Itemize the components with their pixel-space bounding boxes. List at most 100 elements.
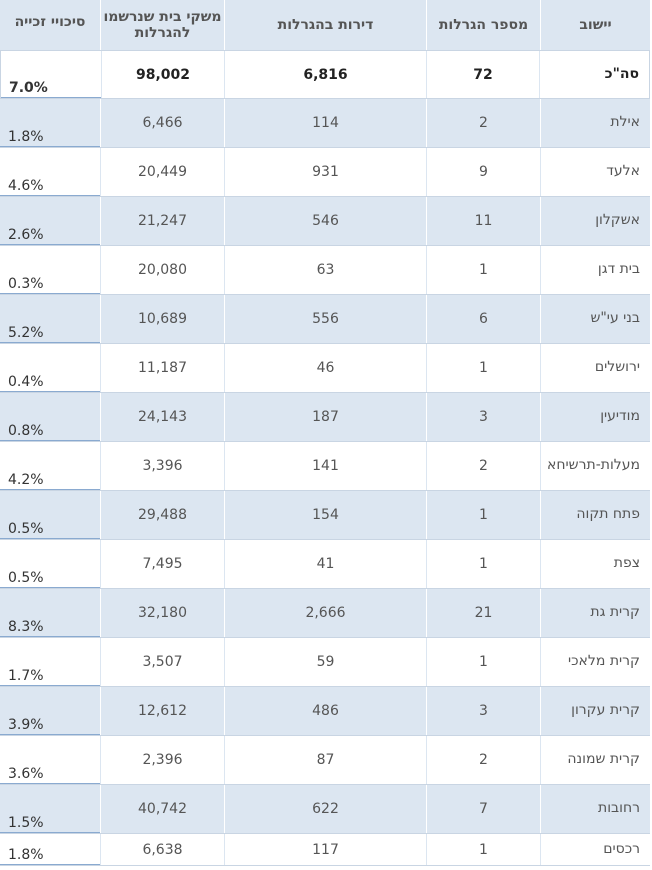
city-cell: אשקלון [540, 197, 650, 245]
chance-cell: 4.2% [0, 442, 100, 490]
apartments-cell: 46 [224, 344, 426, 392]
households-cell: 2,396 [100, 736, 224, 784]
chance-value: 0.5% [8, 521, 44, 537]
city-cell: ירושלים [540, 344, 650, 392]
lotteries-cell: 3 [426, 393, 540, 441]
city-cell: בית דגן [540, 246, 650, 294]
table-row: בית דגן 1 63 20,080 0.3% [0, 246, 650, 295]
chance-underline [0, 587, 100, 588]
chance-value: 5.2% [8, 325, 44, 341]
lotteries-cell: 1 [426, 834, 540, 865]
lotteries-cell: 6 [426, 295, 540, 343]
lotteries-cell: 7 [426, 785, 540, 833]
chance-underline [0, 244, 100, 245]
city-cell: קרית מלאכי [540, 638, 650, 686]
households-cell: 6,638 [100, 834, 224, 865]
chance-underline [0, 342, 100, 343]
table-row: פתח תקוה 1 154 29,488 0.5% [0, 491, 650, 540]
households-cell: 24,143 [100, 393, 224, 441]
chance-value: 4.2% [8, 472, 44, 488]
chance-underline [0, 734, 100, 735]
lotteries-cell: 11 [426, 197, 540, 245]
lotteries-cell: 21 [426, 589, 540, 637]
chance-value: 3.9% [8, 717, 44, 733]
chance-value: 0.5% [8, 570, 44, 586]
chance-cell: 0.4% [0, 344, 100, 392]
city-cell: קרית עקרון [540, 687, 650, 735]
table-row: מעלות-תרשיחא 2 141 3,396 4.2% [0, 442, 650, 491]
households-cell: 21,247 [100, 197, 224, 245]
chance-value: 2.6% [8, 227, 44, 243]
households-cell: 3,507 [100, 638, 224, 686]
lotteries-cell: 1 [426, 491, 540, 539]
chance-cell: 3.9% [0, 687, 100, 735]
chance-cell: 1.7% [0, 638, 100, 686]
header-city: יישוב [540, 0, 650, 50]
lotteries-cell: 2 [426, 442, 540, 490]
chance-value: 0.3% [8, 276, 44, 292]
chance-value: 1.7% [8, 668, 44, 684]
chance-value: 3.6% [8, 766, 44, 782]
table-row: קרית גת 21 2,666 32,180 8.3% [0, 589, 650, 638]
chance-cell: 0.8% [0, 393, 100, 441]
chance-underline [0, 636, 100, 637]
households-cell: 12,612 [100, 687, 224, 735]
apartments-cell: 59 [224, 638, 426, 686]
city-cell: בני עי"ש [540, 295, 650, 343]
header-apartments: דירות בהגרלות [224, 0, 426, 50]
households-cell: 11,187 [100, 344, 224, 392]
city-cell: קרית שמונה [540, 736, 650, 784]
households-cell: 3,396 [100, 442, 224, 490]
chance-underline [0, 864, 100, 865]
table-row: ירושלים 1 46 11,187 0.4% [0, 344, 650, 393]
city-cell: סה"כ [539, 51, 649, 98]
chance-cell: 8.3% [0, 589, 100, 637]
chance-cell: 1.5% [0, 785, 100, 833]
households-cell: 7,495 [100, 540, 224, 588]
apartments-cell: 622 [224, 785, 426, 833]
lotteries-cell: 72 [425, 51, 540, 98]
table-row: מודיעין 3 187 24,143 0.8% [0, 393, 650, 442]
total-row: סה"כ 72 6,816 98,002 7.0% [0, 50, 650, 99]
city-cell: אילת [540, 99, 650, 147]
chance-value: 0.4% [8, 374, 44, 390]
table-row: אילת 2 114 6,466 1.8% [0, 99, 650, 148]
chance-cell: 7.0% [1, 51, 101, 98]
households-cell: 6,466 [100, 99, 224, 147]
lotteries-cell: 3 [426, 687, 540, 735]
chance-value: 7.0% [9, 80, 48, 96]
households-cell: 98,002 [100, 51, 225, 98]
city-cell: מעלות-תרשיחא [540, 442, 650, 490]
city-cell: פתח תקוה [540, 491, 650, 539]
chance-underline [0, 783, 100, 784]
chance-underline [0, 832, 100, 833]
city-cell: אלעד [540, 148, 650, 196]
chance-value: 8.3% [8, 619, 44, 635]
households-cell: 29,488 [100, 491, 224, 539]
city-cell: קרית גת [540, 589, 650, 637]
chance-underline [0, 489, 100, 490]
apartments-cell: 141 [224, 442, 426, 490]
apartments-cell: 6,816 [224, 51, 425, 98]
table-row: קרית מלאכי 1 59 3,507 1.7% [0, 638, 650, 687]
chance-value: 4.6% [8, 178, 44, 194]
apartments-cell: 546 [224, 197, 426, 245]
chance-value: 0.8% [8, 423, 44, 439]
apartments-cell: 486 [224, 687, 426, 735]
apartments-cell: 117 [224, 834, 426, 865]
header-chance: סיכויי זכייה [14, 14, 86, 30]
lotteries-cell: 2 [426, 99, 540, 147]
chance-cell: 0.5% [0, 491, 100, 539]
table-row: בני עי"ש 6 556 10,689 5.2% [0, 295, 650, 344]
table-row: קרית שמונה 2 87 2,396 3.6% [0, 736, 650, 785]
lotteries-cell: 1 [426, 344, 540, 392]
chance-underline [0, 440, 100, 441]
chance-cell: 0.3% [0, 246, 100, 294]
chance-underline [0, 685, 100, 686]
table-header-row: יישוב מספר הגרלות דירות בהגרלות משקי בית… [0, 0, 650, 50]
households-cell: 32,180 [100, 589, 224, 637]
table-row: אשקלון 11 546 21,247 2.6% [0, 197, 650, 246]
table-row: קרית עקרון 3 486 12,612 3.9% [0, 687, 650, 736]
chance-cell: 4.6% [0, 148, 100, 196]
table-row: אלעד 9 931 20,449 4.6% [0, 148, 650, 197]
